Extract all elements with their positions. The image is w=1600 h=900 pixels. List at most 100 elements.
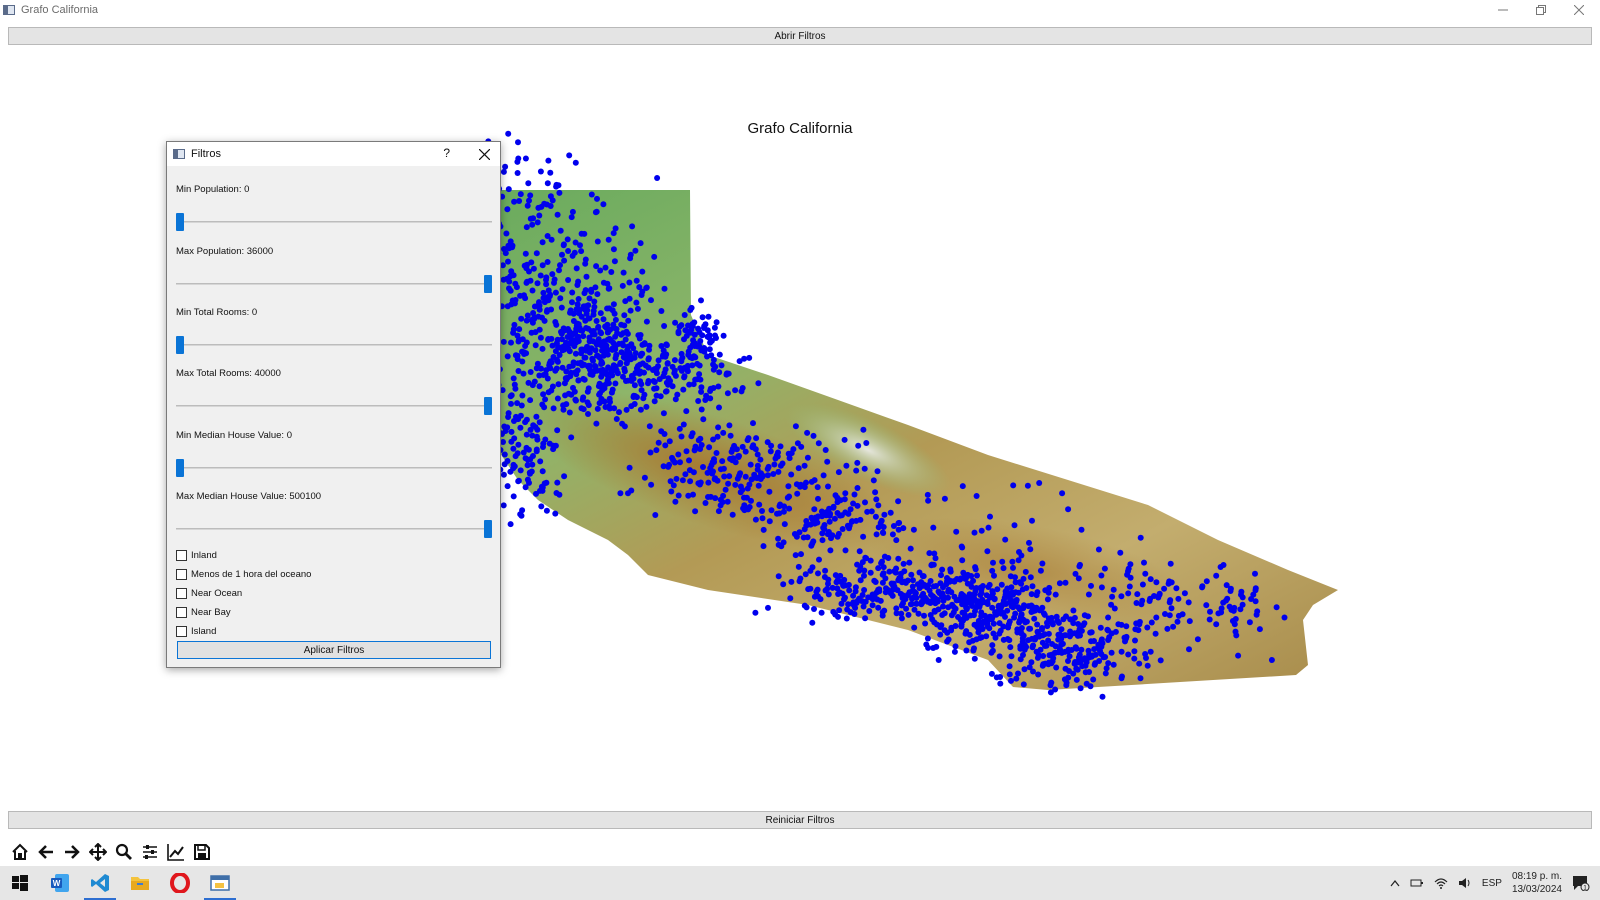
data-point [1028, 659, 1035, 666]
taskbar-vscode[interactable] [80, 866, 120, 900]
slider-handle[interactable] [176, 336, 184, 354]
data-point [898, 615, 905, 622]
battery-icon[interactable] [1410, 878, 1424, 888]
data-point [536, 383, 543, 390]
data-point [924, 491, 931, 498]
data-point [1005, 621, 1012, 628]
help-button[interactable]: ? [443, 146, 450, 160]
data-point [1125, 590, 1132, 597]
start-button[interactable] [0, 866, 40, 900]
chevron-up-icon[interactable] [1390, 879, 1400, 887]
apply-filters-button[interactable]: Aplicar Filtros [177, 641, 491, 659]
taskbar-python-app[interactable] [200, 866, 240, 900]
data-point [893, 605, 900, 612]
dialog-close-button[interactable] [478, 144, 491, 164]
data-point [1137, 534, 1144, 541]
data-point [1085, 647, 1092, 654]
taskbar-explorer[interactable] [120, 866, 160, 900]
data-point [873, 531, 880, 538]
minimize-button[interactable] [1484, 0, 1522, 19]
data-point [1075, 575, 1082, 582]
data-point [525, 446, 532, 453]
restore-button[interactable] [1522, 0, 1560, 19]
data-point [909, 587, 916, 594]
slider[interactable] [176, 458, 492, 478]
data-point [768, 507, 775, 514]
data-point [746, 354, 753, 361]
slider[interactable] [176, 212, 492, 232]
home-button[interactable] [10, 842, 30, 862]
checkbox-row[interactable]: Near Ocean [176, 585, 242, 601]
data-point [719, 458, 726, 465]
forward-button[interactable] [62, 842, 82, 862]
taskbar-word[interactable]: W [40, 866, 80, 900]
data-point [991, 572, 997, 579]
taskbar-opera[interactable] [160, 866, 200, 900]
data-point [628, 372, 635, 379]
data-point [801, 462, 808, 469]
back-button[interactable] [36, 842, 56, 862]
data-point [832, 572, 839, 579]
volume-icon[interactable] [1458, 877, 1472, 889]
slider-handle[interactable] [484, 397, 492, 415]
data-point [711, 476, 718, 483]
checkbox-row[interactable]: Island [176, 623, 216, 639]
open-filters-button[interactable]: Abrir Filtros [8, 27, 1592, 45]
data-point [898, 610, 905, 617]
checkbox-row[interactable]: Inland [176, 547, 217, 563]
clock[interactable]: 08:19 p. m. 13/03/2024 [1512, 870, 1562, 896]
data-point [786, 505, 793, 512]
data-point [1042, 643, 1048, 649]
data-point [704, 353, 710, 360]
notifications-icon[interactable]: 1 [1572, 875, 1590, 891]
data-point [534, 219, 541, 226]
checkbox-label: Island [191, 625, 217, 637]
data-point [1109, 593, 1116, 600]
zoom-icon [115, 843, 132, 860]
data-point [593, 420, 600, 427]
notification-count: 1 [1583, 886, 1587, 892]
data-point [1131, 648, 1138, 655]
slider[interactable] [176, 519, 492, 539]
edit-axis-button[interactable] [166, 842, 186, 862]
checkbox-row[interactable]: Menos de 1 hora del oceano [176, 566, 311, 582]
wifi-icon[interactable] [1434, 877, 1448, 889]
data-point [949, 601, 956, 608]
slider[interactable] [176, 396, 492, 416]
data-point [553, 490, 560, 496]
slider[interactable] [176, 335, 492, 355]
checkbox[interactable] [176, 587, 187, 599]
data-point [793, 481, 800, 488]
configure-subplots-button[interactable] [140, 842, 160, 862]
save-button[interactable] [192, 842, 212, 862]
data-point [593, 208, 600, 215]
data-point [1057, 647, 1064, 654]
data-point [643, 403, 650, 410]
zoom-button[interactable] [114, 842, 134, 862]
checkbox[interactable] [176, 568, 187, 580]
data-point [832, 492, 839, 499]
data-point [552, 348, 559, 355]
data-point [863, 440, 870, 446]
reset-filters-button[interactable]: Reiniciar Filtros [8, 811, 1592, 829]
checkbox-row[interactable]: Near Bay [176, 604, 231, 620]
checkbox[interactable] [176, 606, 187, 618]
slider-handle[interactable] [484, 275, 492, 293]
data-point [1053, 613, 1060, 620]
data-point [680, 421, 687, 428]
slider-handle[interactable] [176, 459, 184, 477]
data-point [1118, 621, 1125, 628]
slider[interactable] [176, 274, 492, 294]
data-point [866, 608, 873, 614]
close-window-button[interactable] [1560, 0, 1598, 19]
data-point [690, 337, 697, 344]
slider-handle[interactable] [176, 213, 184, 231]
slider-handle[interactable] [484, 520, 492, 538]
language-indicator[interactable]: ESP [1481, 877, 1502, 889]
data-point [825, 483, 831, 490]
pan-button[interactable] [88, 842, 108, 862]
checkbox[interactable] [176, 549, 187, 561]
checkbox[interactable] [176, 625, 187, 637]
data-point [603, 342, 610, 349]
data-point [1028, 591, 1035, 598]
